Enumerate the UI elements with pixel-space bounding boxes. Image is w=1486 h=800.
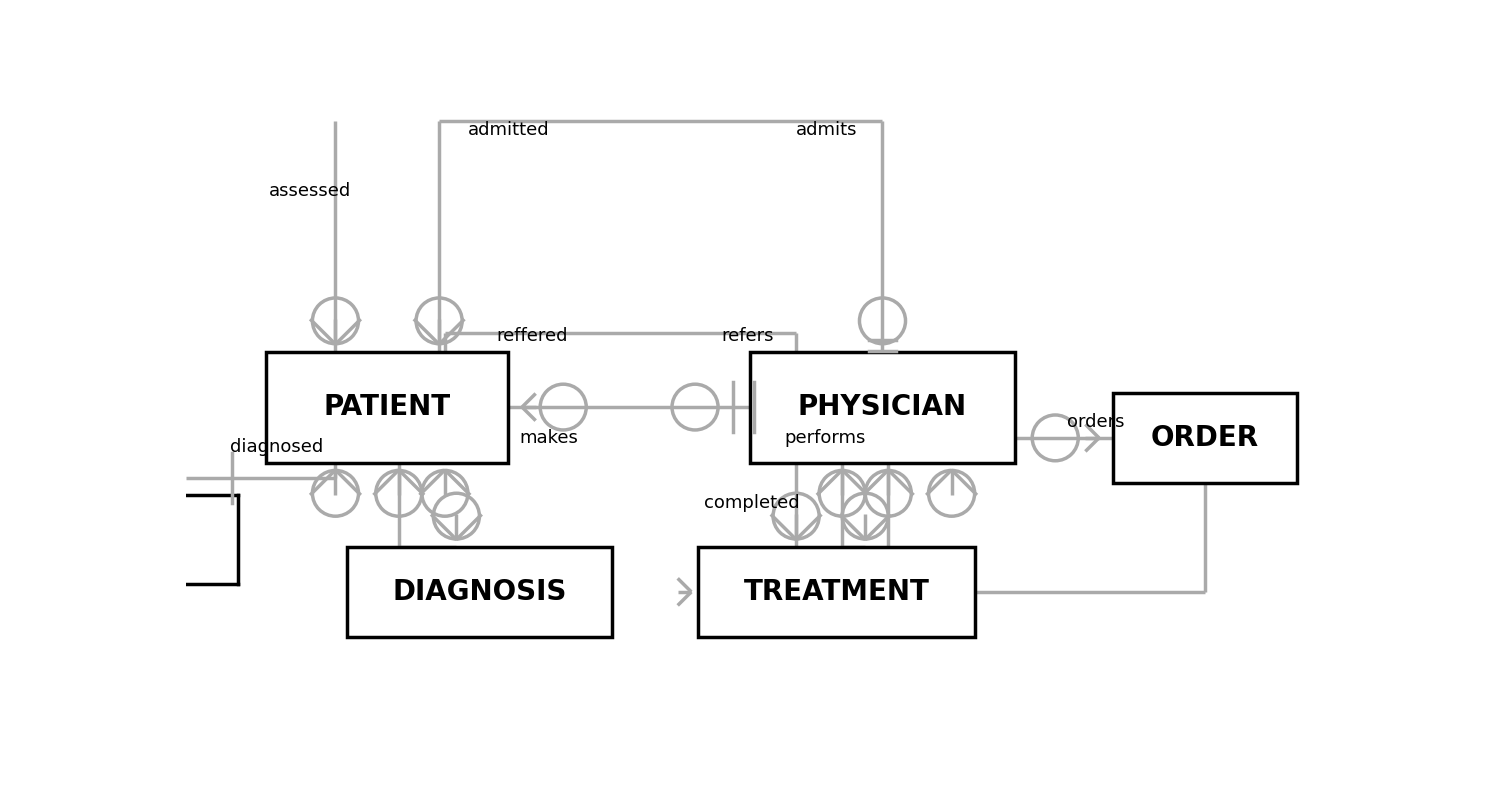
Text: completed: completed bbox=[704, 494, 799, 511]
Text: assessed: assessed bbox=[269, 182, 351, 201]
Bar bbox=[750, 352, 1015, 462]
Text: reffered: reffered bbox=[496, 327, 568, 346]
Text: ORDER: ORDER bbox=[1150, 424, 1259, 452]
Text: PHYSICIAN: PHYSICIAN bbox=[798, 393, 967, 421]
Text: refers: refers bbox=[721, 327, 774, 346]
Text: admits: admits bbox=[796, 121, 857, 139]
Bar bbox=[698, 547, 975, 637]
Text: TREATMENT: TREATMENT bbox=[743, 578, 929, 606]
Text: performs: performs bbox=[785, 429, 866, 447]
Text: orders: orders bbox=[1067, 414, 1125, 431]
Text: PATIENT: PATIENT bbox=[324, 393, 450, 421]
Text: makes: makes bbox=[520, 429, 578, 447]
Bar bbox=[266, 352, 508, 462]
Text: admitted: admitted bbox=[468, 121, 550, 139]
Text: diagnosed: diagnosed bbox=[229, 438, 322, 456]
Text: DIAGNOSIS: DIAGNOSIS bbox=[392, 578, 566, 606]
Bar bbox=[346, 547, 612, 637]
Bar bbox=[1113, 393, 1297, 483]
